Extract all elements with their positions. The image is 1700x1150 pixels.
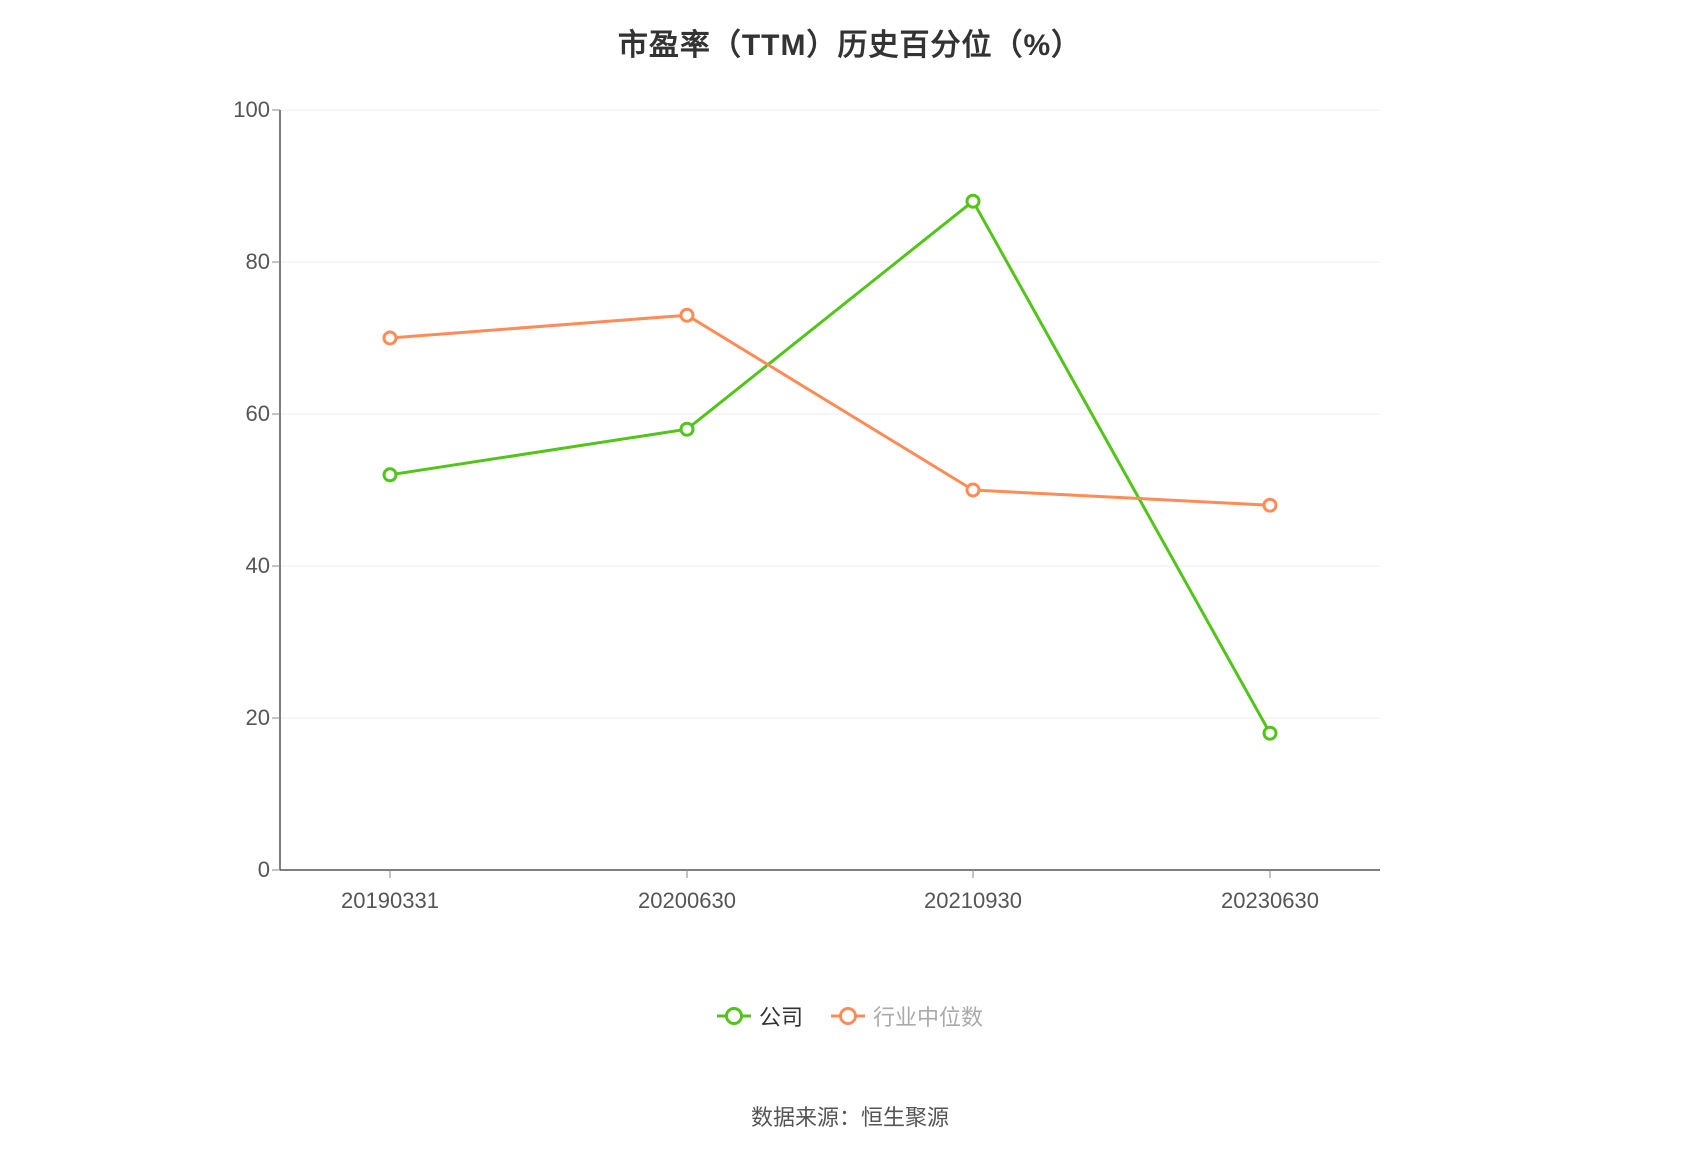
- x-tick-label: 20190331: [341, 888, 439, 914]
- legend-swatch-icon: [717, 1007, 751, 1025]
- data-point-marker: [967, 195, 979, 207]
- y-tick-label: 100: [210, 97, 270, 123]
- data-point-marker: [681, 423, 693, 435]
- legend-item[interactable]: 行业中位数: [831, 1000, 983, 1032]
- data-point-marker: [1264, 727, 1276, 739]
- pe-percentile-chart: 市盈率（TTM）历史百分位（%） 0 20 40 60 80 100 20190331 20…: [0, 0, 1700, 1150]
- y-tick-label: 40: [210, 553, 270, 579]
- legend: 公司 行业中位数: [0, 1000, 1700, 1032]
- y-tick-label: 20: [210, 705, 270, 731]
- data-point-marker: [384, 469, 396, 481]
- data-source-label: 数据来源：恒生聚源: [0, 1100, 1700, 1132]
- legend-label: 行业中位数: [873, 1000, 983, 1032]
- x-tick-label: 20230630: [1221, 888, 1319, 914]
- y-tick-label: 80: [210, 249, 270, 275]
- data-point-marker: [967, 484, 979, 496]
- plot-area: [280, 110, 1380, 870]
- y-tick-label: 60: [210, 401, 270, 427]
- data-point-marker: [681, 309, 693, 321]
- x-tick-label: 20210930: [924, 888, 1022, 914]
- chart-title: 市盈率（TTM）历史百分位（%）: [0, 20, 1700, 64]
- x-tick-label: 20200630: [638, 888, 736, 914]
- plot-svg: [280, 110, 1380, 870]
- data-point-marker: [1264, 499, 1276, 511]
- series-line: [390, 201, 1270, 733]
- legend-item[interactable]: 公司: [717, 1000, 803, 1032]
- y-tick-label: 0: [210, 857, 270, 883]
- legend-swatch-icon: [831, 1007, 865, 1025]
- data-point-marker: [384, 332, 396, 344]
- series-line: [390, 315, 1270, 505]
- legend-label: 公司: [759, 1000, 803, 1032]
